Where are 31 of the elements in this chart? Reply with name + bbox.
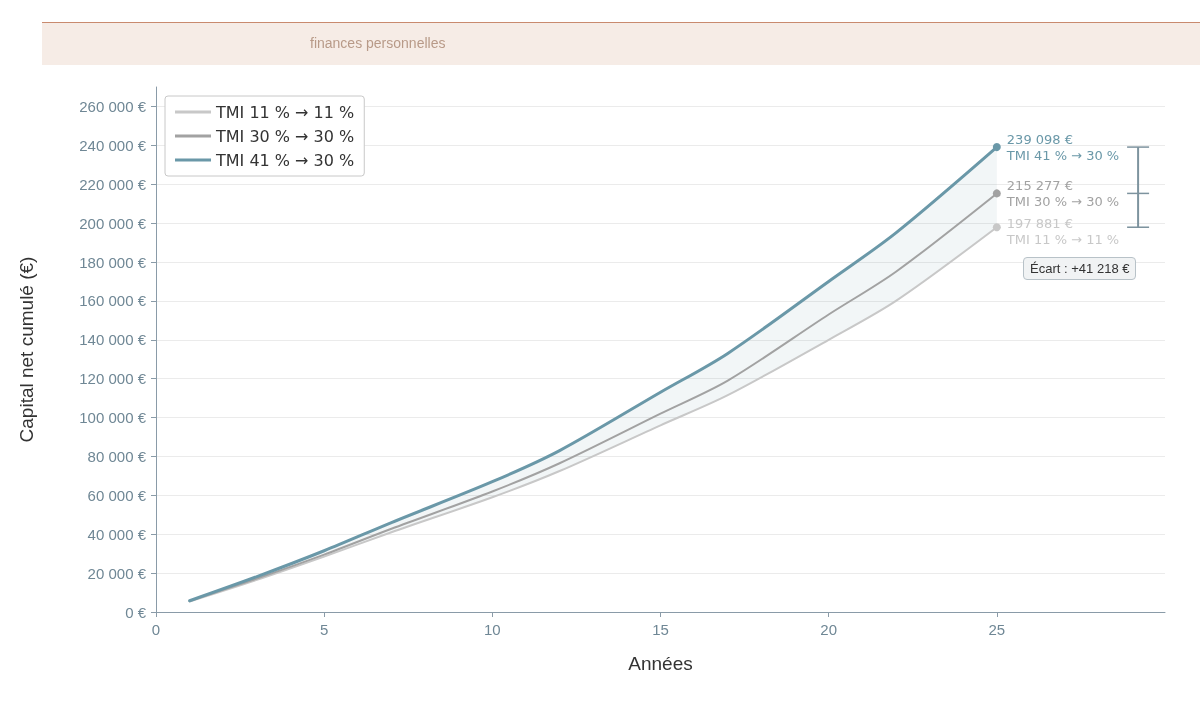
- chart-subtitle: finances personnelles: [310, 35, 446, 51]
- y-tick-label: 260 000 €: [79, 97, 147, 115]
- y-tick-label: 200 000 €: [79, 214, 147, 232]
- legend-label: TMI 30 % → 30 %: [215, 126, 355, 146]
- x-tick-label: 20: [820, 621, 838, 638]
- y-tick-label: 240 000 €: [79, 136, 147, 154]
- x-tick-label: 5: [319, 621, 329, 638]
- y-tick-label: 140 000 €: [79, 331, 147, 349]
- legend-label: TMI 41 % → 30 %: [215, 150, 355, 170]
- y-tick-label: 100 000 €: [79, 409, 147, 427]
- y-tick-label: 20 000 €: [87, 564, 147, 582]
- x-tick-label: 0: [151, 621, 161, 638]
- x-tick-label: 25: [988, 621, 1006, 638]
- y-tick-label: 80 000 €: [87, 447, 147, 465]
- text: TMI 41 % → 30 %: [1006, 147, 1120, 163]
- y-tick-label: 40 000 €: [87, 525, 147, 543]
- y-tick-label: 120 000 €: [79, 370, 147, 388]
- y-tick-label: 60 000 €: [87, 486, 147, 504]
- text: TMI 30 % → 30 %: [1006, 193, 1120, 209]
- x-axis-title: Années: [628, 653, 693, 674]
- y-tick-label: 180 000 €: [79, 253, 147, 271]
- data-label: 239 098 €: [1006, 131, 1074, 147]
- legend-label: TMI 11 % → 11 %: [215, 102, 355, 122]
- data-label: 215 277 €: [1006, 177, 1074, 193]
- y-tick-label: 160 000 €: [79, 292, 147, 310]
- y-axis-title: Capital net cumulé (€): [16, 256, 37, 443]
- y-tick-label: 220 000 €: [79, 175, 147, 193]
- x-tick-label: 10: [483, 621, 501, 638]
- x-tick-label: 15: [652, 621, 669, 638]
- y-tick-label: 0 €: [125, 603, 147, 621]
- annotation: Écart : +41 218 €: [1023, 257, 1137, 281]
